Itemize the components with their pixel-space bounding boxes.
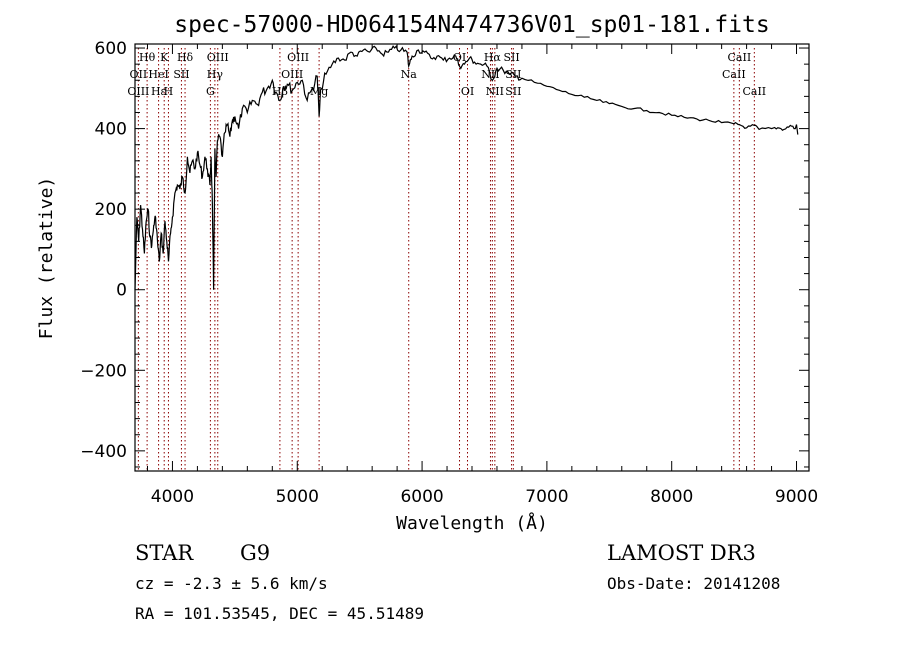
spectral-line-label: Hδ (177, 51, 194, 64)
y-tick-label: −400 (80, 442, 127, 462)
spectral-line-label: SII (505, 85, 521, 98)
y-tick-label: 200 (95, 200, 127, 220)
spectral-line-label: OII (130, 68, 148, 81)
y-tick-label: 400 (95, 120, 127, 140)
spectral-line-label: OI (453, 51, 466, 64)
spectral-line-label: G (206, 85, 215, 98)
spectral-line-label: SII (503, 51, 519, 64)
chart-title: spec-57000-HD064154N474736V01_sp01-181.f… (174, 12, 769, 38)
spectral-line-label: NII (486, 85, 504, 98)
x-axis-label: Wavelength (Å) (396, 512, 548, 534)
coordinates: RA = 101.53545, DEC = 45.51489 (135, 604, 424, 623)
x-tick-label: 7000 (525, 487, 568, 507)
spectral-line-label: OI (461, 85, 474, 98)
spectrum-line (134, 45, 799, 290)
survey-name: LAMOST DR3 (607, 541, 756, 565)
spectral-line-label: CaII (722, 68, 746, 81)
spectral-line-label: CaII (742, 85, 766, 98)
spectral-line-label: OIII (287, 51, 309, 64)
spectral-line-label: H (164, 85, 174, 98)
plot-frame (134, 43, 810, 472)
object-subclass: G9 (240, 541, 270, 565)
spectral-line-label: OIII (281, 68, 303, 81)
y-tick-label: −200 (80, 361, 127, 381)
spectral-line-label: SII (173, 68, 189, 81)
spectral-line-label: OIII (207, 51, 229, 64)
spectral-line-label: HeI (148, 68, 168, 81)
y-axis-ticks: −400 −200 0 200 400 600 (80, 39, 809, 468)
spectral-line-label: Hα (484, 51, 502, 64)
spectral-line-label: Mg (310, 85, 328, 98)
object-class: STAR (135, 541, 194, 565)
spectral-line-label: Hγ (207, 68, 224, 81)
x-axis-ticks: 4000 5000 6000 7000 8000 9000 (146, 44, 818, 507)
spectral-line-label: Hθ (139, 51, 156, 64)
observation-date: Obs-Date: 20141208 (607, 574, 780, 593)
x-tick-label: 6000 (400, 487, 443, 507)
spectral-line-label: Na (401, 68, 418, 81)
spectral-line-label: Hε (151, 85, 167, 98)
redshift-cz: cz = -2.3 ± 5.6 km/s (135, 574, 328, 593)
spectral-line-label: CaII (728, 51, 752, 64)
x-tick-label: 8000 (650, 487, 693, 507)
spectral-line-label: OIII (127, 85, 149, 98)
y-axis-label: Flux (relative) (36, 177, 57, 340)
y-tick-label: 600 (95, 39, 127, 59)
x-tick-label: 4000 (151, 487, 194, 507)
x-tick-label: 9000 (775, 487, 818, 507)
spectral-line-label: K (160, 51, 169, 64)
y-tick-label: 0 (116, 281, 127, 301)
x-tick-label: 5000 (276, 487, 319, 507)
spectral-line-markers (137, 48, 755, 471)
